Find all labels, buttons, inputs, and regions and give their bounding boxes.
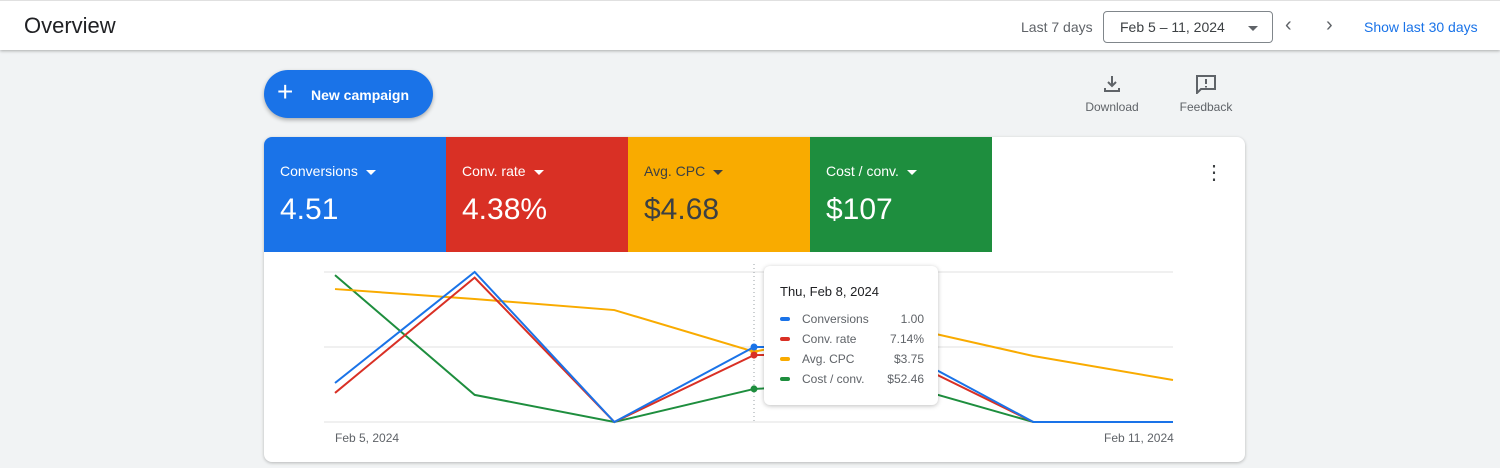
- metric-value: $107: [826, 193, 893, 226]
- legend-swatch: [780, 337, 790, 341]
- metric-value: 4.51: [280, 193, 339, 226]
- line-chart: [324, 264, 1174, 424]
- tooltip-series-name: Cost / conv.: [802, 372, 865, 386]
- metric-tile-cost-per-conv[interactable]: Cost / conv. $107: [810, 137, 992, 252]
- series-line-avg-cpc: [334, 288, 1174, 381]
- dropdown-caret-icon: [1248, 26, 1258, 31]
- metric-value: $4.68: [644, 193, 720, 226]
- tooltip-row: Conv. rate 7.14%: [780, 332, 924, 348]
- tooltip-row: Cost / conv. $52.46: [780, 372, 924, 388]
- date-range-select[interactable]: Feb 5 – 11, 2024: [1103, 11, 1273, 43]
- previous-period-button[interactable]: ‹: [1285, 14, 1292, 36]
- feedback-label: Feedback: [1179, 100, 1233, 114]
- tooltip-row: Avg. CPC $3.75: [780, 352, 924, 368]
- show-last-30-days-link[interactable]: Show last 30 days: [1364, 19, 1478, 35]
- chart-tooltip: Thu, Feb 8, 2024 Conversions 1.00 Conv. r…: [764, 266, 938, 405]
- legend-swatch: [780, 377, 790, 381]
- tooltip-series-name: Avg. CPC: [802, 352, 855, 366]
- feedback-button[interactable]: Feedback: [1171, 74, 1241, 114]
- tooltip-series-value: 1.00: [900, 312, 924, 326]
- tooltip-series-value: $3.75: [893, 352, 924, 366]
- legend-swatch: [780, 317, 790, 321]
- download-button[interactable]: Download: [1077, 74, 1147, 114]
- dropdown-caret-icon: [533, 169, 544, 175]
- tooltip-series-name: Conv. rate: [802, 332, 857, 346]
- tooltip-date: Thu, Feb 8, 2024: [780, 284, 880, 299]
- new-campaign-label: New campaign: [311, 87, 410, 103]
- metric-label: Avg. CPC: [644, 163, 706, 179]
- legend-swatch: [780, 357, 790, 361]
- data-point-highlight: [750, 351, 758, 359]
- tooltip-series-name: Conversions: [802, 312, 869, 326]
- next-period-button[interactable]: ›: [1326, 14, 1333, 36]
- download-label: Download: [1085, 100, 1139, 114]
- tooltip-series-value: $52.46: [887, 372, 924, 386]
- page-title: Overview: [24, 13, 116, 38]
- dropdown-caret-icon: [906, 169, 917, 175]
- metric-label: Cost / conv.: [826, 163, 899, 179]
- date-range-value: Feb 5 – 11, 2024: [1120, 19, 1225, 35]
- more-options-icon[interactable]: ⋮: [1204, 162, 1224, 184]
- tooltip-row: Conversions 1.00: [780, 312, 924, 328]
- metric-label: Conversions: [280, 163, 358, 179]
- new-campaign-button[interactable]: + New campaign: [264, 70, 433, 118]
- dropdown-caret-icon: [365, 169, 376, 175]
- dropdown-caret-icon: [713, 169, 724, 175]
- x-tick-label: Feb 11, 2024: [1104, 431, 1174, 445]
- plus-icon: +: [277, 76, 294, 107]
- date-range-label: Last 7 days: [1021, 19, 1093, 35]
- data-point-highlight: [750, 343, 758, 351]
- feedback-icon: [1196, 75, 1216, 94]
- tooltip-series-value: 7.14%: [889, 332, 924, 346]
- metric-tile-conversions[interactable]: Conversions 4.51: [264, 137, 446, 252]
- performance-card: Conversions 4.51 Conv. rate 4.38% Avg. C…: [264, 137, 1245, 462]
- metric-label: Conv. rate: [462, 163, 526, 179]
- metric-tile-conv-rate[interactable]: Conv. rate 4.38%: [446, 137, 628, 252]
- metric-tile-avg-cpc[interactable]: Avg. CPC $4.68: [628, 137, 810, 252]
- download-icon: [1104, 76, 1120, 92]
- data-point-highlight: [750, 385, 758, 393]
- metric-value: 4.38%: [462, 193, 548, 226]
- top-bar: Overview Last 7 days Feb 5 – 11, 2024 ‹ …: [0, 0, 1500, 50]
- x-tick-label: Feb 5, 2024: [335, 431, 400, 445]
